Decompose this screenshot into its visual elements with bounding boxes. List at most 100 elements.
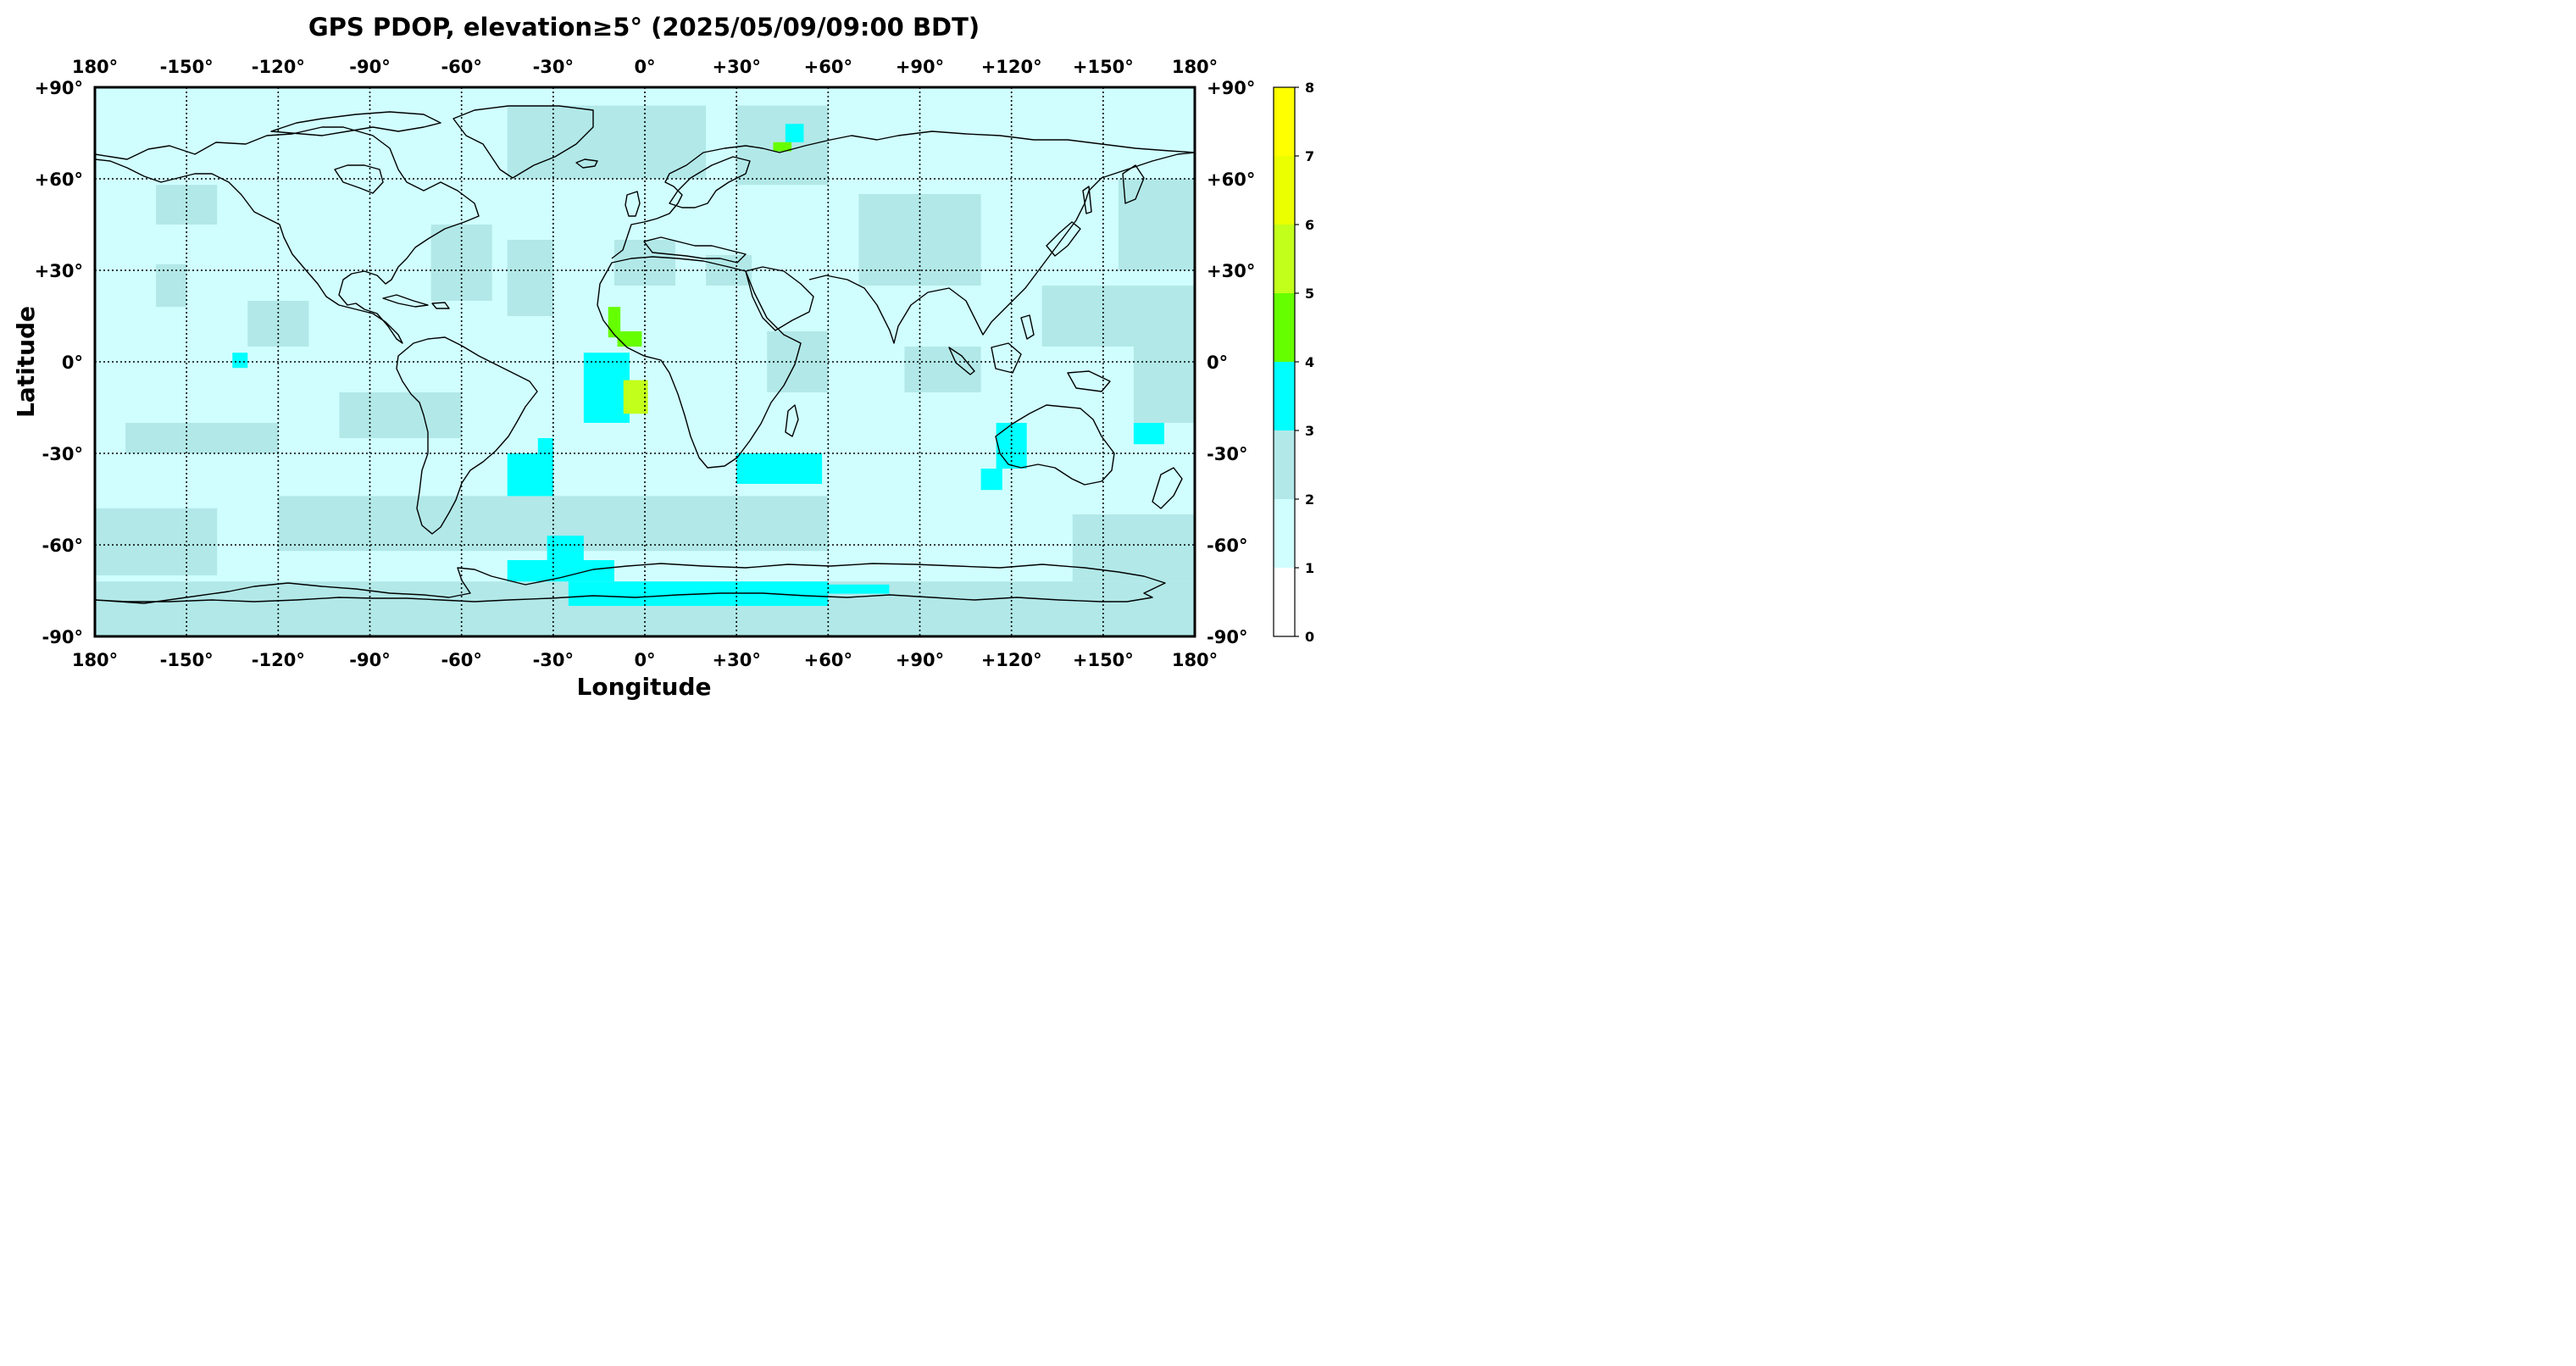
lat-tick-label: +60° (1207, 169, 1255, 190)
lat-tick-label: +90° (1207, 78, 1255, 98)
pdop-region-19 (767, 331, 829, 392)
coast-cuba (382, 294, 429, 308)
lat-tick-label: +30° (35, 261, 83, 281)
coast-australia (995, 404, 1115, 486)
y-axis-label: Latitude (12, 306, 40, 418)
coast-madagascar (785, 404, 799, 437)
lat-tick-labels-right: +90° +60° +30° 0° -30° -60° -90° (1207, 78, 1255, 647)
colorbar-tick-label: 0 (1305, 629, 1314, 645)
coast-iceland (575, 158, 598, 169)
colorbar-cells (1274, 87, 1295, 636)
lat-tick-label: +90° (35, 78, 83, 98)
lon-tick-label: +150° (1073, 650, 1134, 670)
lon-tick-label: 180° (72, 57, 118, 77)
pdop-region-27 (736, 453, 823, 484)
pdop-region-20 (904, 347, 981, 392)
lat-tick-label: 0° (1207, 353, 1228, 373)
lat-tick-label: -30° (1207, 444, 1247, 464)
colorbar-tick-label: 4 (1305, 354, 1314, 370)
pdop-map-figure: GPS PDOP, elevation≥5° (2025/05/09/09:00… (0, 0, 1322, 701)
pdop-region-38 (828, 584, 890, 594)
coast-africa (597, 256, 802, 469)
plot-area (93, 86, 1196, 638)
pdop-region-24 (1133, 347, 1195, 423)
coast-scandinavia (669, 156, 751, 208)
colorbar-tick-label: 3 (1305, 423, 1314, 439)
pdop-region-12 (507, 240, 553, 316)
lat-tick-label: +60° (35, 169, 83, 190)
colorbar: 0 1 2 3 4 5 6 7 8 (1273, 80, 1314, 645)
coast-kamchatka (1122, 164, 1145, 204)
lon-tick-label: -90° (349, 650, 390, 670)
coast-hudson-bay (334, 164, 384, 194)
colorbar-bin-7 (1274, 87, 1295, 156)
coast-new-zealand (1152, 467, 1183, 509)
lat-tick-label: 0° (62, 353, 83, 373)
x-axis-label: Longitude (576, 673, 711, 701)
pdop-region-29 (980, 469, 1002, 491)
lon-tick-label: -120° (252, 650, 305, 670)
pdop-region-36 (547, 536, 584, 560)
lon-tick-label: 180° (72, 650, 118, 670)
lon-tick-label: +120° (981, 57, 1042, 77)
colorbar-tick-label: 2 (1305, 491, 1314, 508)
coast-philippines (1020, 314, 1035, 340)
lon-tick-label: 0° (634, 57, 655, 77)
colorbar-bin-1 (1274, 499, 1295, 568)
coastlines (94, 105, 1196, 604)
coast-arctic-isles (270, 111, 441, 136)
pdop-region-23 (1041, 286, 1195, 347)
lon-tick-label: +30° (713, 650, 761, 670)
pdop-map-svg: GPS PDOP, elevation≥5° (2025/05/09/09:00… (12, 13, 1314, 701)
colorbar-bin-0 (1274, 568, 1295, 636)
colorbar-bin-4 (1274, 293, 1295, 362)
lon-tick-label: -60° (441, 57, 481, 77)
lon-tick-label: -60° (441, 650, 481, 670)
pdop-region-26 (537, 438, 553, 453)
coast-asia-south (808, 152, 1196, 344)
lat-tick-label: -60° (1207, 536, 1247, 556)
coast-mediterranean (643, 236, 747, 264)
lon-tick-label: -150° (160, 650, 214, 670)
coast-antarctica (94, 563, 1166, 604)
colorbar-tick-label: 8 (1305, 80, 1314, 96)
lon-tick-label: -120° (252, 57, 305, 77)
pdop-region-1 (507, 105, 707, 179)
lon-tick-label: +60° (804, 650, 852, 670)
lon-tick-label: -90° (349, 57, 390, 77)
grid-lines (95, 87, 1195, 636)
coast-sumatra (948, 347, 975, 375)
lon-tick-label: +90° (896, 57, 944, 77)
coast-japan (1046, 221, 1081, 257)
lon-tick-label: +30° (713, 57, 761, 77)
lon-tick-label: +120° (981, 650, 1042, 670)
coast-north-america (94, 126, 480, 344)
pdop-region-30 (1133, 423, 1164, 445)
lon-tick-label: +90° (896, 650, 944, 670)
coast-arabia (745, 266, 814, 331)
lat-tick-label: -90° (1207, 627, 1247, 647)
pdop-region-9 (125, 423, 279, 453)
lon-tick-label: 180° (1172, 57, 1218, 77)
lat-tick-label: -90° (42, 627, 83, 647)
lat-tick-labels-left: +90° +60° +30° 0° -30° -60° -90° (35, 78, 83, 647)
pdop-region-35 (507, 560, 614, 582)
colorbar-tick-label: 7 (1305, 148, 1314, 164)
lon-tick-label: -30° (533, 650, 574, 670)
colorbar-bin-3 (1274, 362, 1295, 430)
coast-greenland (452, 105, 594, 179)
lon-tick-label: -30° (533, 57, 574, 77)
pdop-region-8 (232, 353, 248, 369)
colorbar-tick-labels: 0 1 2 3 4 5 6 7 8 (1295, 80, 1314, 645)
coast-hispaniola (431, 302, 450, 309)
lat-tick-label: +30° (1207, 261, 1255, 281)
lon-tick-label: +150° (1073, 57, 1134, 77)
pdop-region-15 (617, 331, 642, 347)
pdop-region-13 (583, 353, 630, 423)
pdop-region-10 (339, 392, 462, 438)
lat-tick-label: -30° (42, 444, 83, 464)
colorbar-tick-label: 6 (1305, 217, 1314, 233)
pdop-region-22 (1118, 179, 1195, 270)
colorbar-bin-5 (1274, 225, 1295, 293)
pdop-region-5 (156, 185, 218, 225)
